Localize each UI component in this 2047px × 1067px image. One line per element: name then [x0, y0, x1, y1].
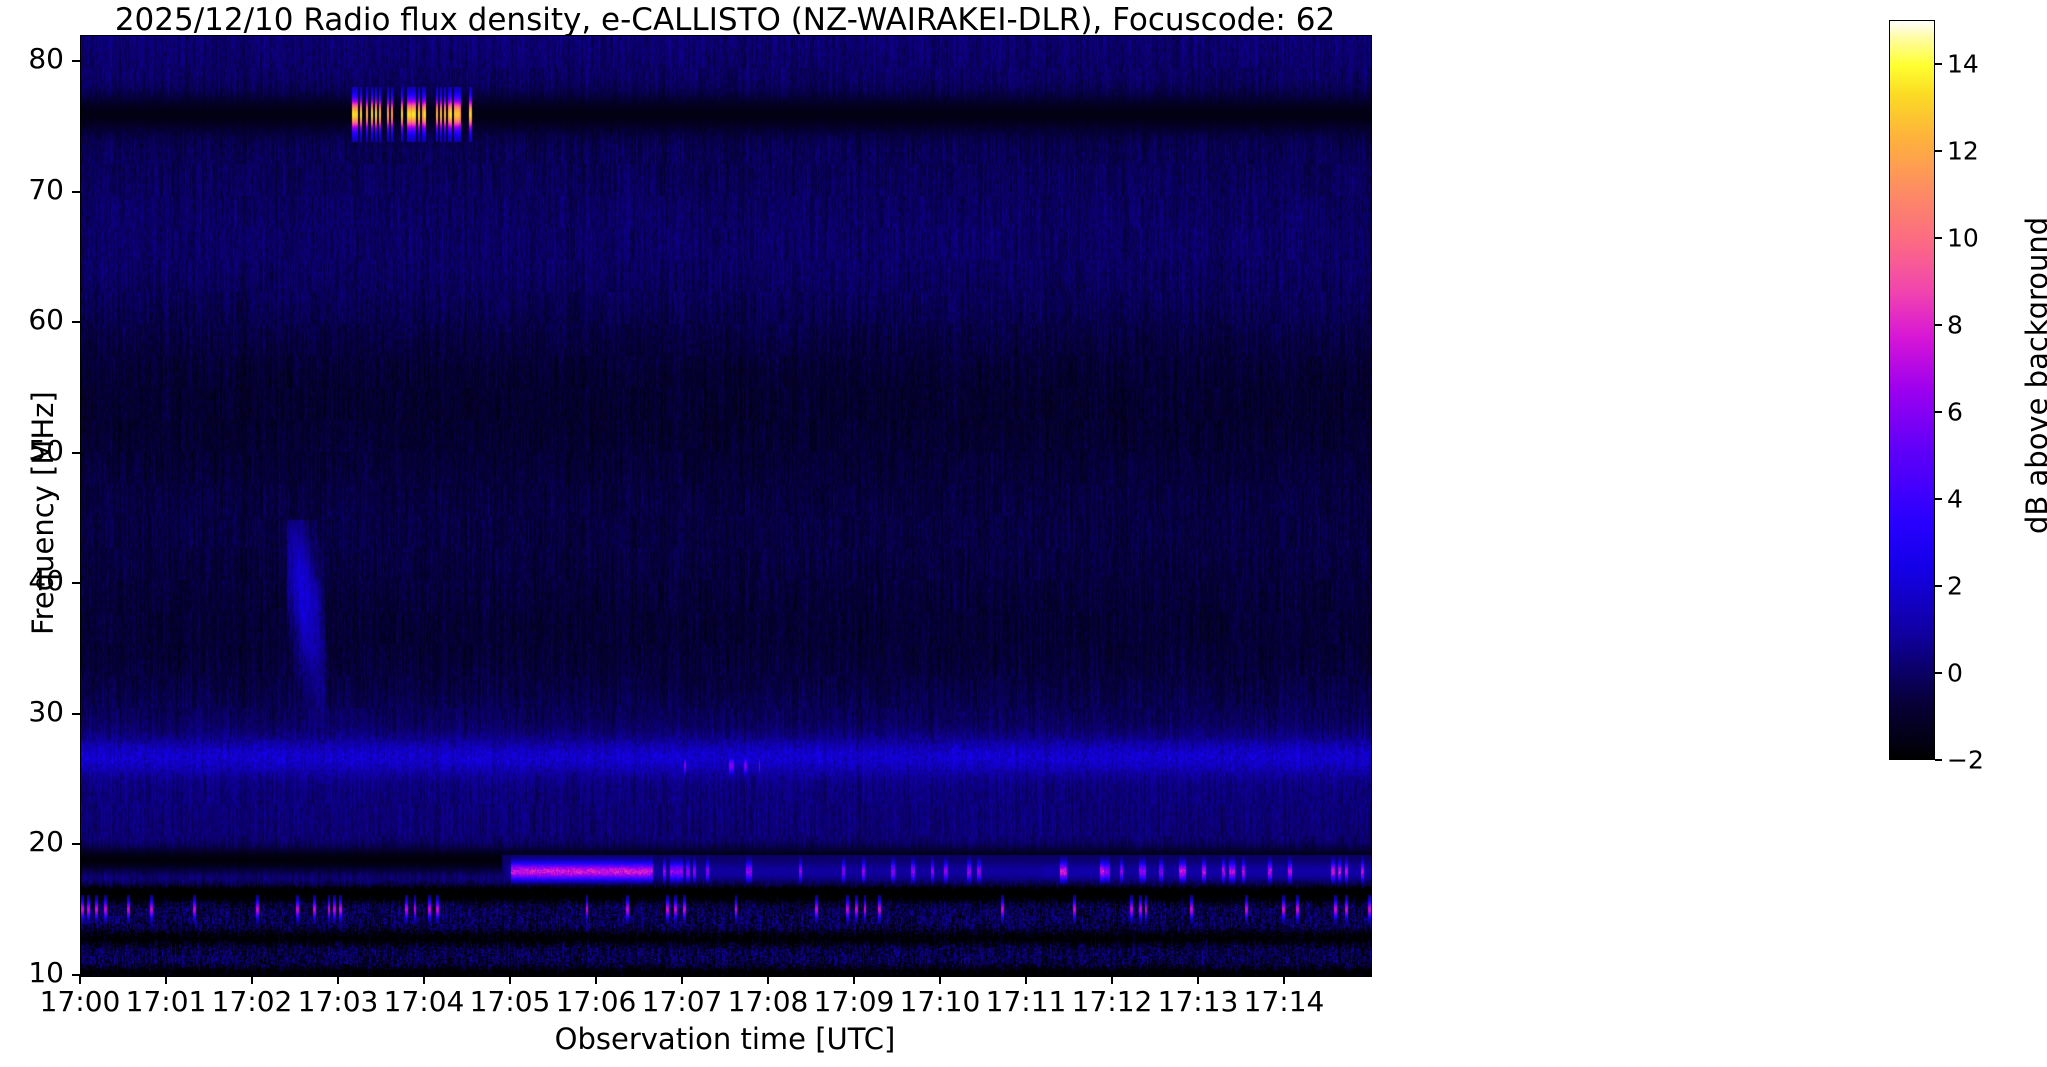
colorbar-tick-label: −2	[1947, 745, 1984, 775]
x-tick-mark	[853, 976, 855, 984]
figure-title: 2025/12/10 Radio flux density, e-CALLIST…	[114, 2, 1336, 38]
y-tick-mark	[72, 712, 80, 715]
x-tick-mark	[251, 976, 253, 984]
y-tick-mark	[72, 60, 80, 63]
x-tick-label: 17:02	[211, 985, 293, 1018]
x-tick-label: 17:06	[555, 985, 637, 1018]
y-tick-mark	[72, 190, 80, 193]
colorbar-tick-mark	[1935, 149, 1942, 152]
colorbar-tick-mark	[1935, 62, 1942, 65]
x-tick-mark	[767, 976, 769, 984]
colorbar-tick-mark	[1935, 584, 1942, 587]
y-tick-mark	[72, 582, 80, 585]
spectrogram-plot-area	[80, 35, 1372, 977]
colorbar-gradient	[1889, 20, 1935, 760]
colorbar-label: dB above background	[2020, 216, 2047, 534]
x-tick-label: 17:12	[1071, 985, 1153, 1018]
x-tick-label: 17:04	[383, 985, 465, 1018]
x-tick-mark	[79, 976, 81, 984]
x-tick-mark	[681, 976, 683, 984]
y-tick-mark	[72, 974, 80, 976]
x-tick-label: 17:00	[39, 985, 121, 1018]
y-tick-label: 80	[28, 42, 64, 76]
colorbar-tick-mark	[1935, 410, 1942, 413]
colorbar: 14 12 10 8 6 4 2 0 −2	[1889, 20, 1984, 775]
x-tick-label: 17:10	[899, 985, 981, 1018]
y-tick-label: 70	[28, 172, 64, 206]
y-tick-label: 20	[28, 825, 64, 859]
x-tick-mark	[1283, 976, 1285, 984]
y-tick-mark	[72, 843, 80, 846]
colorbar-tick-mark	[1935, 323, 1942, 326]
x-tick-mark	[595, 976, 597, 984]
x-tick-label: 17:08	[727, 985, 809, 1018]
x-tick-label: 17:14	[1243, 985, 1325, 1018]
x-tick-label: 17:11	[985, 985, 1067, 1018]
colorbar-tick-label: 4	[1947, 484, 1963, 514]
x-axis-label: Observation time [UTC]	[554, 1022, 896, 1056]
colorbar-tick-label: 0	[1947, 658, 1963, 688]
colorbar-tick-label: 8	[1947, 310, 1963, 340]
x-tick-mark	[509, 976, 511, 984]
spectrogram-image	[81, 36, 1371, 976]
y-tick-label: 50	[28, 433, 64, 467]
colorbar-tick-label: 14	[1947, 49, 1979, 79]
x-tick-mark	[1111, 976, 1113, 984]
y-axis-label: Frequency [MHz]	[26, 391, 60, 635]
colorbar-tick-label: 6	[1947, 397, 1963, 427]
x-tick-mark	[165, 976, 167, 984]
y-tick-label: 30	[28, 694, 64, 728]
x-tick-label: 17:05	[469, 985, 551, 1018]
x-tick-mark	[1197, 976, 1199, 984]
y-tick-label: 60	[28, 303, 64, 337]
colorbar-tick-mark	[1935, 497, 1942, 500]
x-tick-label: 17:13	[1157, 985, 1239, 1018]
x-tick-label: 17:07	[641, 985, 723, 1018]
y-tick-label: 10	[28, 956, 64, 989]
x-tick-mark	[423, 976, 425, 984]
x-tick-mark	[1025, 976, 1027, 984]
x-tick-label: 17:09	[813, 985, 895, 1018]
x-tick-label: 17:03	[297, 985, 379, 1018]
y-tick-mark	[72, 451, 80, 454]
x-tick-label: 17:01	[125, 985, 207, 1018]
colorbar-tick-label: 2	[1947, 571, 1963, 601]
colorbar-tick-mark	[1935, 759, 1942, 761]
colorbar-tick-mark	[1935, 671, 1942, 674]
x-tick-mark	[337, 976, 339, 984]
y-tick-mark	[72, 321, 80, 324]
colorbar-tick-label: 10	[1947, 223, 1979, 253]
y-tick-label: 40	[28, 564, 64, 598]
colorbar-tick-mark	[1935, 236, 1942, 239]
colorbar-tick-label: 12	[1947, 136, 1979, 166]
x-tick-mark	[939, 976, 941, 984]
